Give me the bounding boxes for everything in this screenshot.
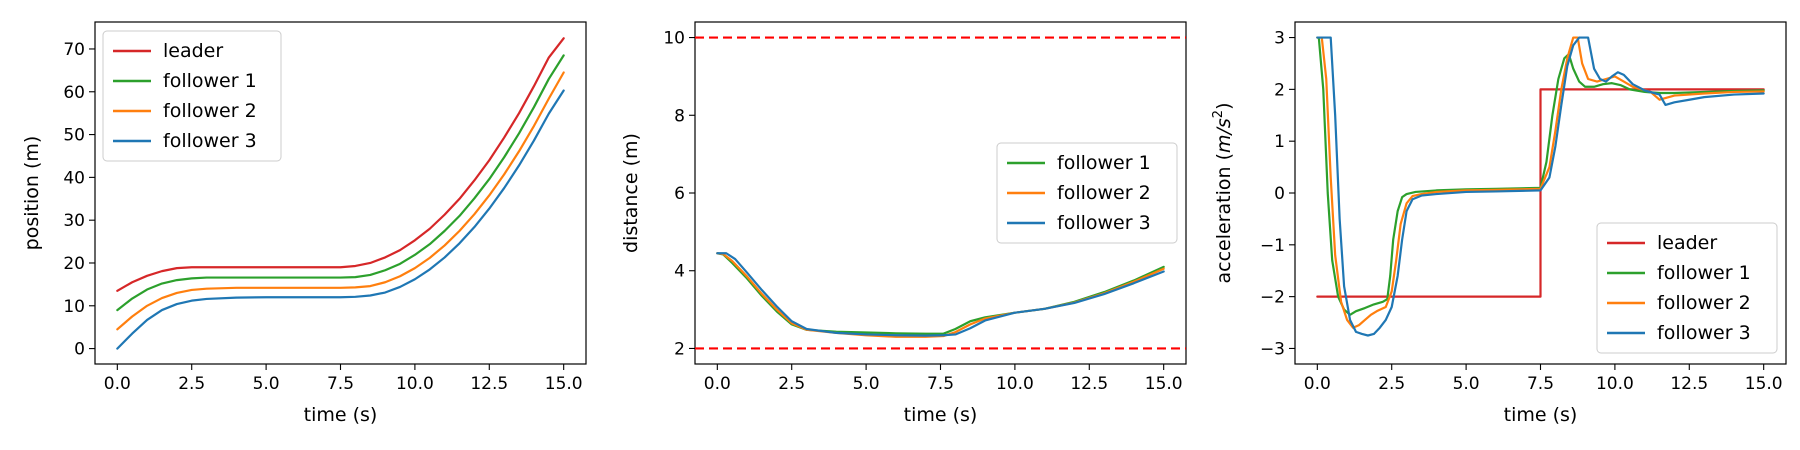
legend-label-follower-3: follower 3: [1657, 322, 1751, 344]
y-tick-label-acceleration: 3: [1274, 29, 1285, 49]
legend-box: [1596, 222, 1778, 354]
legend-label-follower-2: follower 2: [1057, 182, 1151, 204]
x-tick-label-distance: 0.0: [704, 374, 731, 394]
x-tick-label-distance: 15.0: [1145, 374, 1183, 394]
y-tick-label-distance: 8: [674, 106, 685, 126]
y-tick-label-position: 30: [63, 211, 85, 231]
x-axis-label-acceleration: time (s): [1504, 404, 1578, 426]
legend-box: [102, 30, 282, 162]
y-tick-label-acceleration: −2: [1260, 288, 1285, 308]
legend-box: [996, 142, 1178, 244]
series-line-follower-3: [716, 252, 1165, 337]
x-tick-label-acceleration: 2.5: [1378, 374, 1405, 394]
y-tick-label-position: 70: [63, 40, 85, 60]
legend-position: leader follower 1 follower 2 follower 3: [102, 30, 282, 162]
series-line-follower-1: [716, 252, 1165, 335]
x-tick-label-distance: 7.5: [927, 374, 954, 394]
series-lines-position: [116, 37, 565, 350]
x-tick-label-distance: 10.0: [996, 374, 1034, 394]
x-tick-label-position: 12.5: [470, 374, 508, 394]
legend-label-follower-1: follower 1: [1057, 152, 1151, 174]
y-tick-label-position: 50: [63, 126, 85, 146]
series-line-follower-3: [1316, 36, 1765, 337]
legend-label-leader: leader: [163, 40, 223, 62]
x-ticks-acceleration: 0.0 2.5 5.0 7.5 10.0 12.5 15.0: [1304, 364, 1783, 394]
panel-distance: 0.0 2.5 5.0 7.5 10.0 12.5 15.0 2 4 6 8 10 time (s)…: [620, 21, 1187, 426]
x-tick-label-acceleration: 12.5: [1670, 374, 1708, 394]
y-tick-label-distance: 4: [674, 262, 685, 282]
series-line-follower-1: [116, 54, 565, 312]
x-axis-label-distance: time (s): [904, 404, 978, 426]
y-tick-label-acceleration: −3: [1260, 339, 1285, 359]
series-line-leader: [116, 37, 565, 292]
series-line-follower-3: [116, 89, 565, 350]
y-ticks-position: 0 10 20 30 40 50 60 70: [63, 40, 95, 360]
series-line-follower-2: [116, 71, 565, 331]
legend-label-follower-2: follower 2: [1657, 292, 1751, 314]
x-tick-label-distance: 5.0: [853, 374, 880, 394]
y-tick-label-position: 0: [74, 340, 85, 360]
y-axis-label-distance: distance (m): [620, 133, 642, 253]
x-tick-label-acceleration: 7.5: [1527, 374, 1554, 394]
x-tick-label-acceleration: 5.0: [1453, 374, 1480, 394]
x-tick-label-position: 0.0: [104, 374, 131, 394]
series-lines-distance: [716, 252, 1165, 338]
x-tick-label-distance: 12.5: [1070, 374, 1108, 394]
y-ticks-acceleration: −3 −2 −1 0 1 2 3: [1260, 29, 1295, 359]
y-tick-label-position: 10: [63, 297, 85, 317]
y-axis-label-position: position (m): [21, 136, 43, 251]
series-line-leader: [1316, 88, 1765, 298]
series-lines-acceleration: [1316, 36, 1765, 337]
y-tick-label-acceleration: 1: [1274, 132, 1285, 152]
y-tick-label-position: 40: [63, 168, 85, 188]
bound-lines-distance: [695, 36, 1186, 350]
y-tick-label-distance: 2: [674, 339, 685, 359]
x-tick-label-position: 7.5: [327, 374, 354, 394]
series-line-follower-2: [716, 252, 1165, 338]
legend-label-follower-1: follower 1: [163, 70, 257, 92]
y-axis-label-acceleration: acceleration (m/s2): [1211, 102, 1235, 283]
x-tick-label-acceleration: 0.0: [1304, 374, 1331, 394]
legend-label-follower-2: follower 2: [163, 100, 257, 122]
x-ticks-distance: 0.0 2.5 5.0 7.5 10.0 12.5 15.0: [704, 364, 1183, 394]
legend-acceleration: leader follower 1 follower 2 follower 3: [1596, 222, 1778, 354]
y-tick-label-acceleration: 0: [1274, 184, 1285, 204]
panel-acceleration: 0.0 2.5 5.0 7.5 10.0 12.5 15.0 −3 −2 −1 0 1 2 3 time…: [1211, 21, 1787, 426]
x-tick-label-position: 10.0: [396, 374, 434, 394]
y-tick-label-acceleration: −1: [1260, 236, 1285, 256]
x-tick-label-acceleration: 15.0: [1745, 374, 1783, 394]
x-tick-label-position: 5.0: [253, 374, 280, 394]
y-tick-label-position: 60: [63, 83, 85, 103]
y-ticks-distance: 2 4 6 8 10: [663, 29, 695, 359]
y-tick-label-position: 20: [63, 254, 85, 274]
x-ticks-position: 0.0 2.5 5.0 7.5 10.0 12.5 15.0: [104, 364, 583, 394]
legend-label-follower-1: follower 1: [1657, 262, 1751, 284]
y-tick-label-acceleration: 2: [1274, 80, 1285, 100]
x-axis-label-position: time (s): [304, 404, 378, 426]
x-tick-label-position: 15.0: [545, 374, 583, 394]
y-tick-label-distance: 10: [663, 29, 685, 49]
legend-label-follower-3: follower 3: [163, 130, 257, 152]
legend-label-follower-3: follower 3: [1057, 212, 1151, 234]
x-tick-label-position: 2.5: [178, 374, 205, 394]
x-tick-label-distance: 2.5: [778, 374, 805, 394]
legend-label-leader: leader: [1657, 232, 1717, 254]
x-tick-label-acceleration: 10.0: [1596, 374, 1634, 394]
y-tick-label-distance: 6: [674, 184, 685, 204]
legend-distance: follower 1 follower 2 follower 3: [996, 142, 1178, 244]
panel-position: 0.0 2.5 5.0 7.5 10.0 12.5 15.0 0 10 20 30 40 50 60 70…: [21, 21, 587, 426]
